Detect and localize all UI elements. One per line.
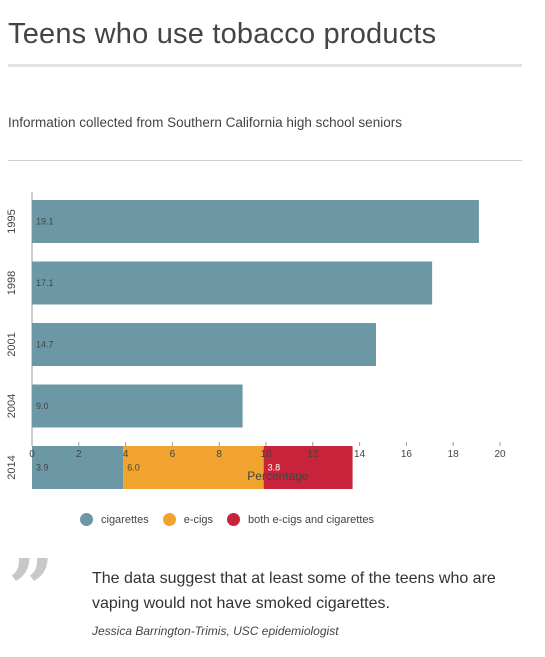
- category-label: 1995: [6, 209, 18, 233]
- quote-text: The data suggest that at least some of t…: [92, 570, 496, 612]
- bar-2001-cigarettes: [32, 323, 376, 366]
- x-tick-label: 0: [29, 449, 35, 460]
- bar-2004-cigarettes: [32, 384, 243, 428]
- bar-1995-cigarettes: [32, 200, 479, 243]
- legend-swatch-e-cigs: [162, 513, 176, 526]
- x-tick-label: 6: [170, 449, 176, 460]
- legend: cigarettes e-cigs both e-cigs and cigare…: [80, 513, 388, 526]
- category-label: 2014: [6, 455, 18, 479]
- data-label: 6.0: [127, 463, 140, 473]
- x-tick-label: 18: [448, 449, 460, 460]
- data-label: 9.0: [36, 401, 49, 411]
- legend-label-e-cigs: e-cigs: [183, 513, 214, 526]
- chart-subtitle: Information collected from Southern Cali…: [8, 115, 402, 130]
- x-axis-label: Percentage: [247, 469, 309, 483]
- quote-attribution: Jessica Barrington-Trimis, USC epidemiol…: [92, 624, 339, 638]
- data-label: 14.7: [36, 340, 54, 350]
- title-divider: [8, 64, 522, 67]
- x-tick-label: 4: [123, 449, 129, 460]
- legend-item-e-cigs: e-cigs: [162, 513, 214, 526]
- legend-label-cigarettes: cigarettes: [101, 513, 149, 526]
- x-tick-label: 16: [401, 449, 413, 460]
- legend-item-cigarettes: cigarettes: [80, 513, 149, 526]
- bar-2014-cigarettes: [32, 446, 124, 489]
- x-tick-label: 10: [260, 449, 272, 460]
- x-tick-label: 14: [354, 449, 366, 460]
- legend-swatch-cigarettes: [80, 513, 93, 526]
- legend-swatch-both: [227, 513, 241, 526]
- chart-title: Teens who use tobacco products: [8, 18, 437, 50]
- data-label: 3.9: [36, 463, 49, 473]
- bar-2014-e-cigs: [123, 446, 264, 489]
- data-label: 19.1: [36, 217, 54, 227]
- quote-mark-icon: ”: [8, 541, 55, 635]
- x-tick-label: 20: [494, 449, 506, 460]
- category-label: 2001: [6, 332, 18, 356]
- legend-label-both: both e-cigs and cigarettes: [248, 513, 375, 526]
- x-tick-label: 8: [216, 449, 222, 460]
- x-tick-label: 2: [76, 449, 82, 460]
- category-label: 2004: [6, 394, 18, 418]
- subtitle-divider: [8, 160, 522, 161]
- bar-1998-cigarettes: [32, 261, 433, 305]
- category-label: 1998: [6, 271, 18, 295]
- data-label: 3.8: [268, 463, 281, 473]
- bar-2014-both-e-cigs-and-cigarettes: [263, 446, 353, 489]
- legend-item-both: both e-cigs and cigarettes: [227, 513, 374, 526]
- x-tick-label: 12: [307, 449, 319, 460]
- data-label: 17.1: [36, 278, 54, 288]
